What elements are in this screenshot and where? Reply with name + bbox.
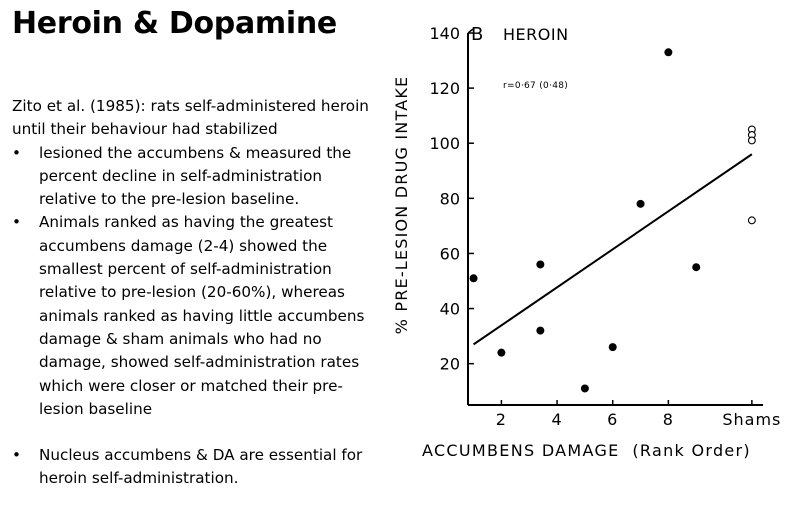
y-tick-label: 60 [440, 244, 460, 263]
y-tick-label: 40 [440, 300, 460, 319]
trend-line [473, 153, 753, 346]
y-tick-label: 80 [440, 189, 460, 208]
data-point [469, 274, 478, 283]
y-tick-label: 20 [440, 355, 460, 374]
chart-panel-label: B [471, 24, 483, 45]
sham-point [747, 216, 756, 225]
bullet-ranking: Animals ranked as having the greatest ac… [12, 211, 377, 421]
chart-annotation: r=0·67 (0·48) [503, 81, 568, 91]
x-tick-label: 4 [551, 410, 562, 429]
sham-point [747, 136, 756, 145]
data-point [608, 343, 617, 352]
y-tick-label: 120 [429, 79, 460, 98]
data-point [536, 260, 545, 269]
intro-text: Zito et al. (1985): rats self-administer… [12, 97, 369, 139]
slide-title: Heroin & Dopamine [12, 6, 337, 41]
x-tick-label: 6 [607, 410, 618, 429]
data-point [497, 348, 506, 357]
x-axis-label: ACCUMBENS DAMAGE (Rank Order) [422, 441, 751, 460]
y-axis-label: % PRE-LESION DRUG INTAKE [392, 76, 411, 335]
slide-body: Zito et al. (1985): rats self-administer… [12, 95, 377, 491]
data-point [664, 48, 673, 57]
data-point [580, 384, 589, 393]
bullet-conclusion: Nucleus accumbens & DA are essential for… [12, 444, 377, 491]
y-tick-label: 140 [429, 24, 460, 43]
heroin-scatter-chart: B HEROIN r=0·67 (0·48) % PRE-LESION DRUG… [392, 24, 781, 460]
bullet-list: lesioned the accumbens & measured the pe… [12, 142, 377, 491]
bullet-lesion: lesioned the accumbens & measured the pe… [12, 142, 377, 212]
data-marks [469, 48, 756, 393]
chart-title: HEROIN [503, 25, 569, 44]
data-point [636, 199, 645, 208]
data-point [536, 326, 545, 335]
y-tick-label: 100 [429, 134, 460, 153]
x-tick-label: 2 [496, 410, 507, 429]
x-tick-label: 8 [663, 410, 674, 429]
data-point [692, 263, 701, 272]
x-tick-label: Shams [722, 410, 781, 429]
axes: 20 40 60 80 100 120 140 2 4 6 8 Shams [429, 24, 781, 429]
